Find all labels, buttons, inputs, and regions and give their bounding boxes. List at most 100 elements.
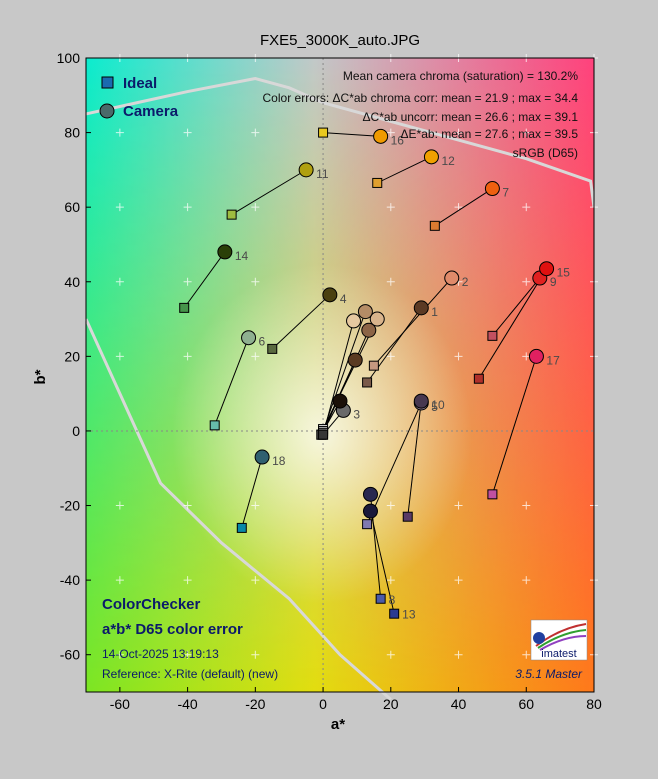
camera-marker-14 bbox=[217, 244, 233, 260]
camera-marker-19 bbox=[369, 311, 385, 327]
error-line-7 bbox=[434, 188, 493, 227]
ideal-marker-6 bbox=[209, 420, 220, 431]
x-tick-label: -20 bbox=[245, 696, 265, 712]
camera-marker-22 bbox=[347, 352, 363, 368]
imatest-logo: imatest bbox=[530, 619, 588, 661]
camera-marker-17 bbox=[528, 348, 544, 364]
patch-label-13: 13 bbox=[402, 608, 416, 622]
ideal-marker-8 bbox=[375, 593, 386, 604]
ideal-marker-9 bbox=[487, 330, 498, 341]
error-line-20 bbox=[322, 311, 366, 432]
x-tick-labels: -60 -40 -20 0 20 40 60 80 bbox=[110, 687, 602, 712]
grid-mark bbox=[522, 501, 531, 510]
camera-marker-20 bbox=[357, 304, 373, 320]
error-line-16 bbox=[323, 132, 381, 137]
grid-mark bbox=[183, 576, 192, 585]
patch-label-18: 18 bbox=[272, 454, 286, 468]
gamut-line-lower bbox=[84, 318, 392, 701]
patch-label-9: 9 bbox=[550, 275, 557, 289]
srgb-gamut-boundary bbox=[84, 76, 596, 701]
x-tick-label: -60 bbox=[110, 696, 130, 712]
camera-marker-4 bbox=[322, 287, 338, 303]
patch-label-8: 8 bbox=[389, 593, 396, 607]
y-tick-label: 0 bbox=[72, 423, 80, 439]
patch-label-4: 4 bbox=[340, 292, 347, 306]
ideal-marker-5 bbox=[362, 519, 373, 530]
footer-colorchecker: ColorChecker bbox=[102, 596, 201, 613]
y-tick-label: 60 bbox=[64, 199, 80, 215]
ideal-marker-17 bbox=[487, 489, 498, 500]
patch-label-17: 17 bbox=[546, 353, 560, 367]
grid-mark bbox=[183, 128, 192, 137]
camera-marker-23 bbox=[332, 393, 348, 409]
grid-mark bbox=[522, 576, 531, 585]
grid-mark bbox=[386, 576, 395, 585]
grid-mark bbox=[386, 128, 395, 137]
y-tick-label: 80 bbox=[64, 125, 80, 141]
y-tick-label: -60 bbox=[60, 647, 80, 663]
grid-mark bbox=[454, 128, 463, 137]
footer-date: 14-Oct-2025 13:19:13 bbox=[102, 647, 219, 661]
footer: ColorChecker a*b* D65 color error 14-Oct… bbox=[102, 596, 583, 681]
grid-mark bbox=[115, 501, 124, 510]
ideal-marker-10 bbox=[402, 511, 413, 522]
x-axis-label: a* bbox=[331, 716, 345, 733]
patch-label-16: 16 bbox=[391, 133, 405, 147]
grid-mark bbox=[251, 203, 260, 212]
grid-mark bbox=[386, 203, 395, 212]
footer-reference: Reference: X-Rite (default) (new) bbox=[102, 667, 278, 681]
camera-marker-6 bbox=[241, 330, 257, 346]
camera-marker-15 bbox=[539, 261, 555, 277]
camera-marker-12 bbox=[423, 149, 439, 165]
patch-label-11: 11 bbox=[316, 167, 329, 181]
grid-mark bbox=[386, 501, 395, 510]
error-line-6 bbox=[214, 337, 250, 426]
grid-mark bbox=[183, 277, 192, 286]
chart-title: FXE5_3000K_auto.JPG bbox=[260, 32, 420, 49]
y-axis-label: b* bbox=[32, 369, 49, 384]
legend-camera-marker bbox=[99, 103, 115, 119]
grid-mark bbox=[251, 352, 260, 361]
legend-camera-label: Camera bbox=[123, 103, 179, 120]
grid-mark bbox=[251, 128, 260, 137]
grid-mark bbox=[386, 650, 395, 659]
camera-marker-16 bbox=[373, 128, 389, 144]
grid-mark bbox=[115, 128, 124, 137]
grid-mark bbox=[251, 277, 260, 286]
y-tick-label: 40 bbox=[64, 274, 80, 290]
patch-label-1: 1 bbox=[431, 305, 438, 319]
error-line-13 bbox=[369, 511, 395, 614]
info-color-space: sRGB (D65) bbox=[513, 146, 578, 160]
grid-mark bbox=[522, 128, 531, 137]
ideal-marker-15 bbox=[473, 373, 484, 384]
error-line-10 bbox=[407, 401, 422, 517]
info-chroma-uncorr: ΔC*ab uncorr: mean = 26.6 ; max = 39.1 bbox=[363, 110, 579, 124]
patch-label-15: 15 bbox=[557, 266, 571, 280]
grid-mark bbox=[522, 203, 531, 212]
error-line-4 bbox=[271, 294, 331, 350]
y-tick-label: -20 bbox=[60, 498, 80, 514]
camera-marker-11 bbox=[298, 162, 314, 178]
patch-label-12: 12 bbox=[441, 154, 455, 168]
ideal-marker-24 bbox=[318, 429, 329, 440]
ideal-marker-16 bbox=[318, 127, 329, 138]
plot-area bbox=[86, 58, 594, 692]
grid-mark bbox=[183, 203, 192, 212]
camera-marker-1 bbox=[413, 300, 429, 316]
ideal-marker-2 bbox=[368, 360, 379, 371]
grid-mark bbox=[115, 203, 124, 212]
grid-mark bbox=[454, 650, 463, 659]
camera-marker-18 bbox=[254, 449, 270, 465]
camera-marker-8 bbox=[362, 486, 378, 502]
grid-mark bbox=[251, 501, 260, 510]
grid-mark bbox=[115, 352, 124, 361]
patch-label-3: 3 bbox=[353, 407, 360, 421]
ideal-marker-4 bbox=[267, 343, 278, 354]
info-panel: Mean camera chroma (saturation) = 130.2%… bbox=[263, 69, 579, 160]
x-tick-label: 80 bbox=[586, 696, 602, 712]
y-tick-label: 100 bbox=[57, 50, 81, 66]
patch-label-5: 5 bbox=[431, 400, 438, 414]
patch-label-2: 2 bbox=[462, 275, 469, 289]
info-chroma-corr: Color errors: ΔC*ab chroma corr: mean = … bbox=[263, 91, 579, 105]
